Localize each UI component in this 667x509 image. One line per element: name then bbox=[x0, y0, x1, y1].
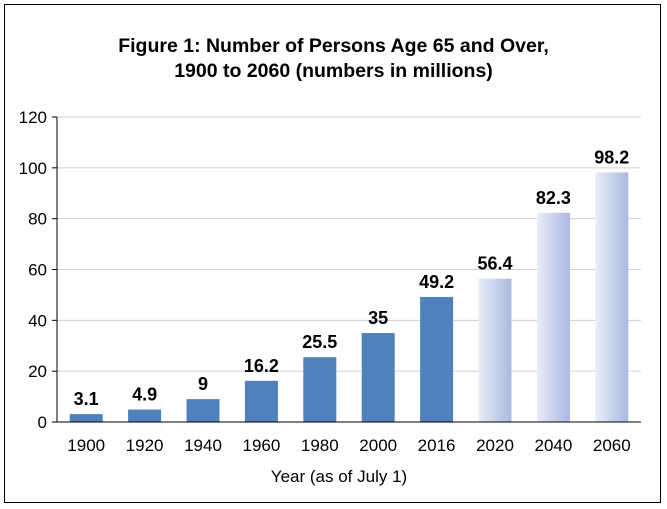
y-tick-label: 20 bbox=[28, 362, 47, 381]
bar-1960 bbox=[244, 380, 278, 422]
bar-2000 bbox=[361, 333, 395, 422]
x-tick-label-2060: 2060 bbox=[593, 436, 631, 455]
chart-title-line-2: 1900 to 2060 (numbers in millions) bbox=[174, 60, 493, 82]
x-tick-label-2040: 2040 bbox=[534, 436, 572, 455]
y-tick-label: 100 bbox=[19, 159, 47, 178]
bar-2060 bbox=[595, 172, 629, 422]
value-label-1900: 3.1 bbox=[74, 389, 99, 409]
x-tick-label-1960: 1960 bbox=[242, 436, 280, 455]
data-labels: 3.1 4.9 9 16.2 25.5 35 49.2 56.4 82.3 98.2 bbox=[74, 147, 630, 409]
y-tick-label: 60 bbox=[28, 261, 47, 280]
value-label-1960: 16.2 bbox=[244, 356, 279, 376]
chart-title: Figure 1: Number of Persons Age 65 and O… bbox=[0, 34, 667, 84]
value-label-2020: 56.4 bbox=[477, 254, 512, 274]
x-tick-label-1900: 1900 bbox=[67, 436, 105, 455]
bar-2016 bbox=[420, 296, 454, 422]
value-label-1940: 9 bbox=[198, 374, 208, 394]
y-tick-label: 40 bbox=[28, 311, 47, 330]
y-tick-label: 80 bbox=[28, 210, 47, 229]
value-label-2016: 49.2 bbox=[419, 272, 454, 292]
x-tick-label-1940: 1940 bbox=[184, 436, 222, 455]
x-tick-label-2020: 2020 bbox=[476, 436, 514, 455]
chart-title-line-1: Figure 1: Number of Persons Age 65 and O… bbox=[118, 35, 549, 57]
bar-1940 bbox=[186, 399, 220, 422]
chart-frame bbox=[4, 4, 661, 503]
x-tick-label-2000: 2000 bbox=[359, 436, 397, 455]
x-tick-label-1980: 1980 bbox=[301, 436, 339, 455]
y-tick-label: 120 bbox=[19, 108, 47, 127]
x-tick-label-2016: 2016 bbox=[418, 436, 456, 455]
value-label-1920: 4.9 bbox=[132, 385, 157, 405]
value-label-1980: 25.5 bbox=[302, 332, 337, 352]
bar-2020 bbox=[478, 278, 512, 422]
value-label-2040: 82.3 bbox=[536, 188, 571, 208]
value-label-2060: 98.2 bbox=[594, 147, 629, 167]
bars bbox=[69, 172, 629, 422]
value-label-2000: 35 bbox=[368, 308, 388, 328]
x-tick-label-1920: 1920 bbox=[126, 436, 164, 455]
bar-2040 bbox=[536, 212, 570, 422]
bar-1920 bbox=[128, 409, 162, 422]
bar-1980 bbox=[303, 357, 337, 422]
y-tick-label: 0 bbox=[38, 413, 47, 432]
bar-1900 bbox=[69, 414, 103, 422]
x-axis-label: Year (as of July 1) bbox=[271, 467, 407, 486]
